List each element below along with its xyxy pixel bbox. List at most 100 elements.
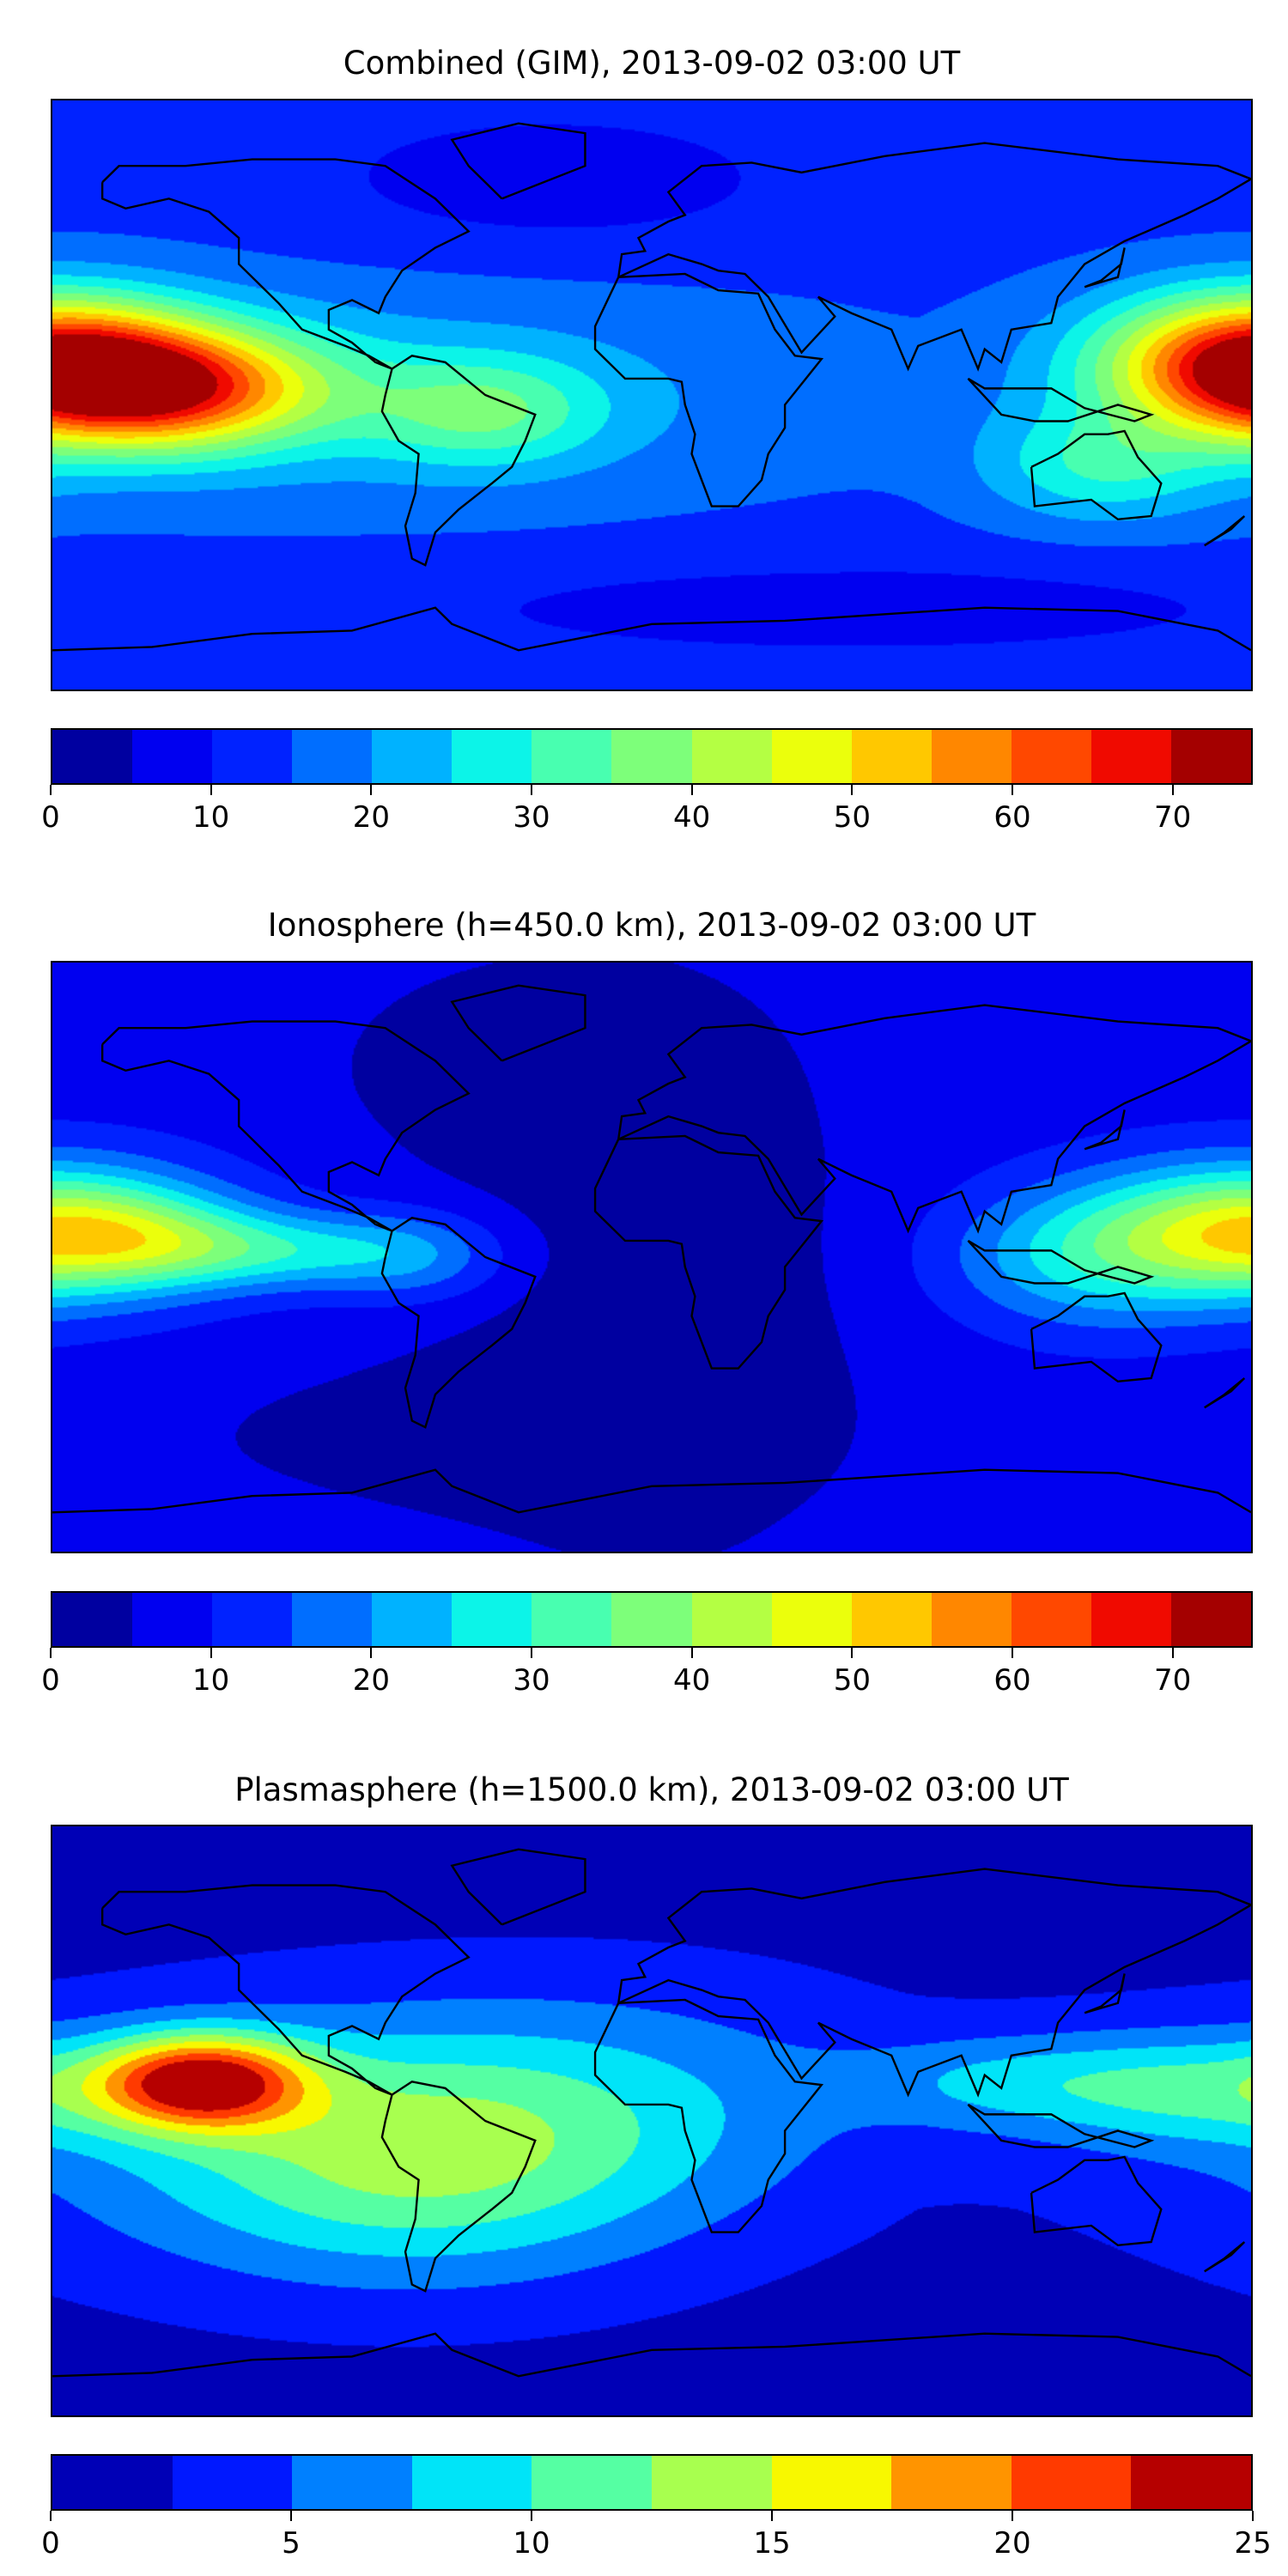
colorbar-tick-label: 40 — [673, 800, 711, 835]
colorbar-tick-label: 70 — [1154, 800, 1192, 835]
colorbar-tick-label: 30 — [513, 800, 550, 835]
colorbar-tick — [50, 1648, 52, 1658]
colorbar-segment — [771, 730, 852, 783]
colorbar-tick-label: 50 — [833, 800, 871, 835]
colorbar-tick-label: 20 — [352, 1663, 390, 1698]
coastline — [968, 379, 1151, 422]
colorbar-segment — [1011, 2456, 1132, 2509]
colorbar-tick-label: 70 — [1154, 1663, 1192, 1698]
colorbar-segment — [52, 1593, 133, 1646]
colorbar-tick — [1171, 1648, 1174, 1658]
colorbar-segment — [1131, 2456, 1251, 2509]
colorbar-segment — [1011, 730, 1091, 783]
coastline — [102, 1886, 469, 2095]
colorbar-tick — [1012, 2511, 1013, 2521]
colorbar-tick — [370, 1648, 373, 1658]
colorbar-segment — [52, 730, 133, 783]
colorbar-segment — [172, 2456, 293, 2509]
coastline — [52, 608, 1251, 651]
coastline — [595, 1136, 822, 1369]
colorbar-segment — [1011, 1593, 1091, 1646]
colorbar-segment — [1170, 1593, 1251, 1646]
colorbar-segment — [691, 1593, 772, 1646]
colorbar-segment — [771, 1593, 852, 1646]
colorbar-tick-label: 60 — [993, 800, 1031, 835]
coastline — [52, 1470, 1251, 1513]
colorbar-segment — [132, 730, 213, 783]
colorbar-tick-label: 5 — [282, 2526, 301, 2561]
colorbar-tick-label: 15 — [753, 2526, 791, 2561]
colorbar-tick — [690, 1648, 693, 1658]
coastline — [452, 1850, 585, 1925]
map-combined — [51, 99, 1253, 691]
coastline — [102, 1022, 469, 1231]
colorbar-segment — [851, 730, 932, 783]
colorbar-segment — [292, 2456, 412, 2509]
coastline — [1084, 1974, 1125, 2014]
coastline — [595, 274, 822, 507]
coastline — [1205, 2242, 1245, 2271]
coastline — [1031, 2157, 1161, 2245]
colorbar-segment — [532, 1593, 612, 1646]
colorbar-segment — [212, 730, 293, 783]
colorbar-tick-label: 10 — [192, 800, 230, 835]
colorbar — [51, 1591, 1253, 1648]
coastline — [382, 355, 535, 565]
colorbar-segment — [452, 730, 532, 783]
coastline — [1084, 248, 1125, 288]
map-ionosphere — [51, 961, 1253, 1553]
colorbar-segment — [771, 2456, 892, 2509]
colorbar-segment — [532, 730, 612, 783]
colorbar-tick — [771, 2511, 773, 2521]
coastline — [1031, 1293, 1161, 1382]
tec-contour-field — [52, 100, 1251, 690]
colorbar-segment — [931, 730, 1012, 783]
colorbar-segment — [411, 2456, 532, 2509]
chart-title: Combined (GIM), 2013-09-02 03:00 UT — [343, 45, 961, 82]
colorbar-tick — [531, 1648, 532, 1658]
colorbar-tick — [531, 2511, 532, 2521]
colorbar-tick — [370, 785, 373, 795]
colorbar — [51, 728, 1253, 785]
colorbar-segment — [532, 2456, 652, 2509]
map-plasmasphere — [51, 1825, 1253, 2417]
colorbar-tick-label: 10 — [513, 2526, 550, 2561]
colorbar-tick-label: 50 — [833, 1663, 871, 1698]
colorbar-ticks: 0 10 20 30 40 50 60 70 — [41, 1648, 1253, 1699]
chart-title: Plasmasphere (h=1500.0 km), 2013-09-02 0… — [234, 1771, 1069, 1808]
colorbar-tick — [690, 785, 693, 795]
colorbar-segment — [452, 1593, 532, 1646]
colorbar-tick-label: 25 — [1234, 2526, 1272, 2561]
colorbar-tick — [851, 785, 854, 795]
coastline — [1205, 516, 1245, 545]
colorbar-segment — [372, 730, 453, 783]
coastlines — [52, 100, 1251, 690]
coastline — [595, 2000, 822, 2233]
colorbar-segment — [891, 2456, 1012, 2509]
colorbar-tick-label: 10 — [192, 1663, 230, 1698]
coastline — [618, 1869, 1251, 2095]
coastline — [1084, 1110, 1125, 1150]
colorbar-tick — [1012, 1648, 1013, 1658]
colorbar-tick — [531, 785, 532, 795]
coastline — [968, 1241, 1151, 1284]
colorbar-tick-label: 30 — [513, 1663, 550, 1698]
colorbar-tick — [50, 785, 52, 795]
coastline — [618, 143, 1251, 369]
colorbar-tick-label: 0 — [41, 2526, 60, 2561]
colorbar-tick — [1012, 785, 1013, 795]
coastline — [452, 124, 585, 199]
coastlines — [52, 963, 1251, 1552]
coastline — [52, 2334, 1251, 2377]
colorbar-tick-label: 20 — [352, 800, 390, 835]
colorbar-tick — [1252, 2511, 1254, 2521]
tec-contour-field — [52, 1826, 1251, 2415]
colorbar-segment — [1091, 730, 1171, 783]
chart-title: Ionosphere (h=450.0 km), 2013-09-02 03:0… — [267, 907, 1036, 944]
coastline — [1205, 1378, 1245, 1407]
colorbar-tick — [210, 1648, 212, 1658]
colorbar-segment — [1170, 730, 1251, 783]
coastline — [382, 1218, 535, 1427]
coastline — [102, 160, 469, 369]
coastline — [618, 1005, 1251, 1231]
